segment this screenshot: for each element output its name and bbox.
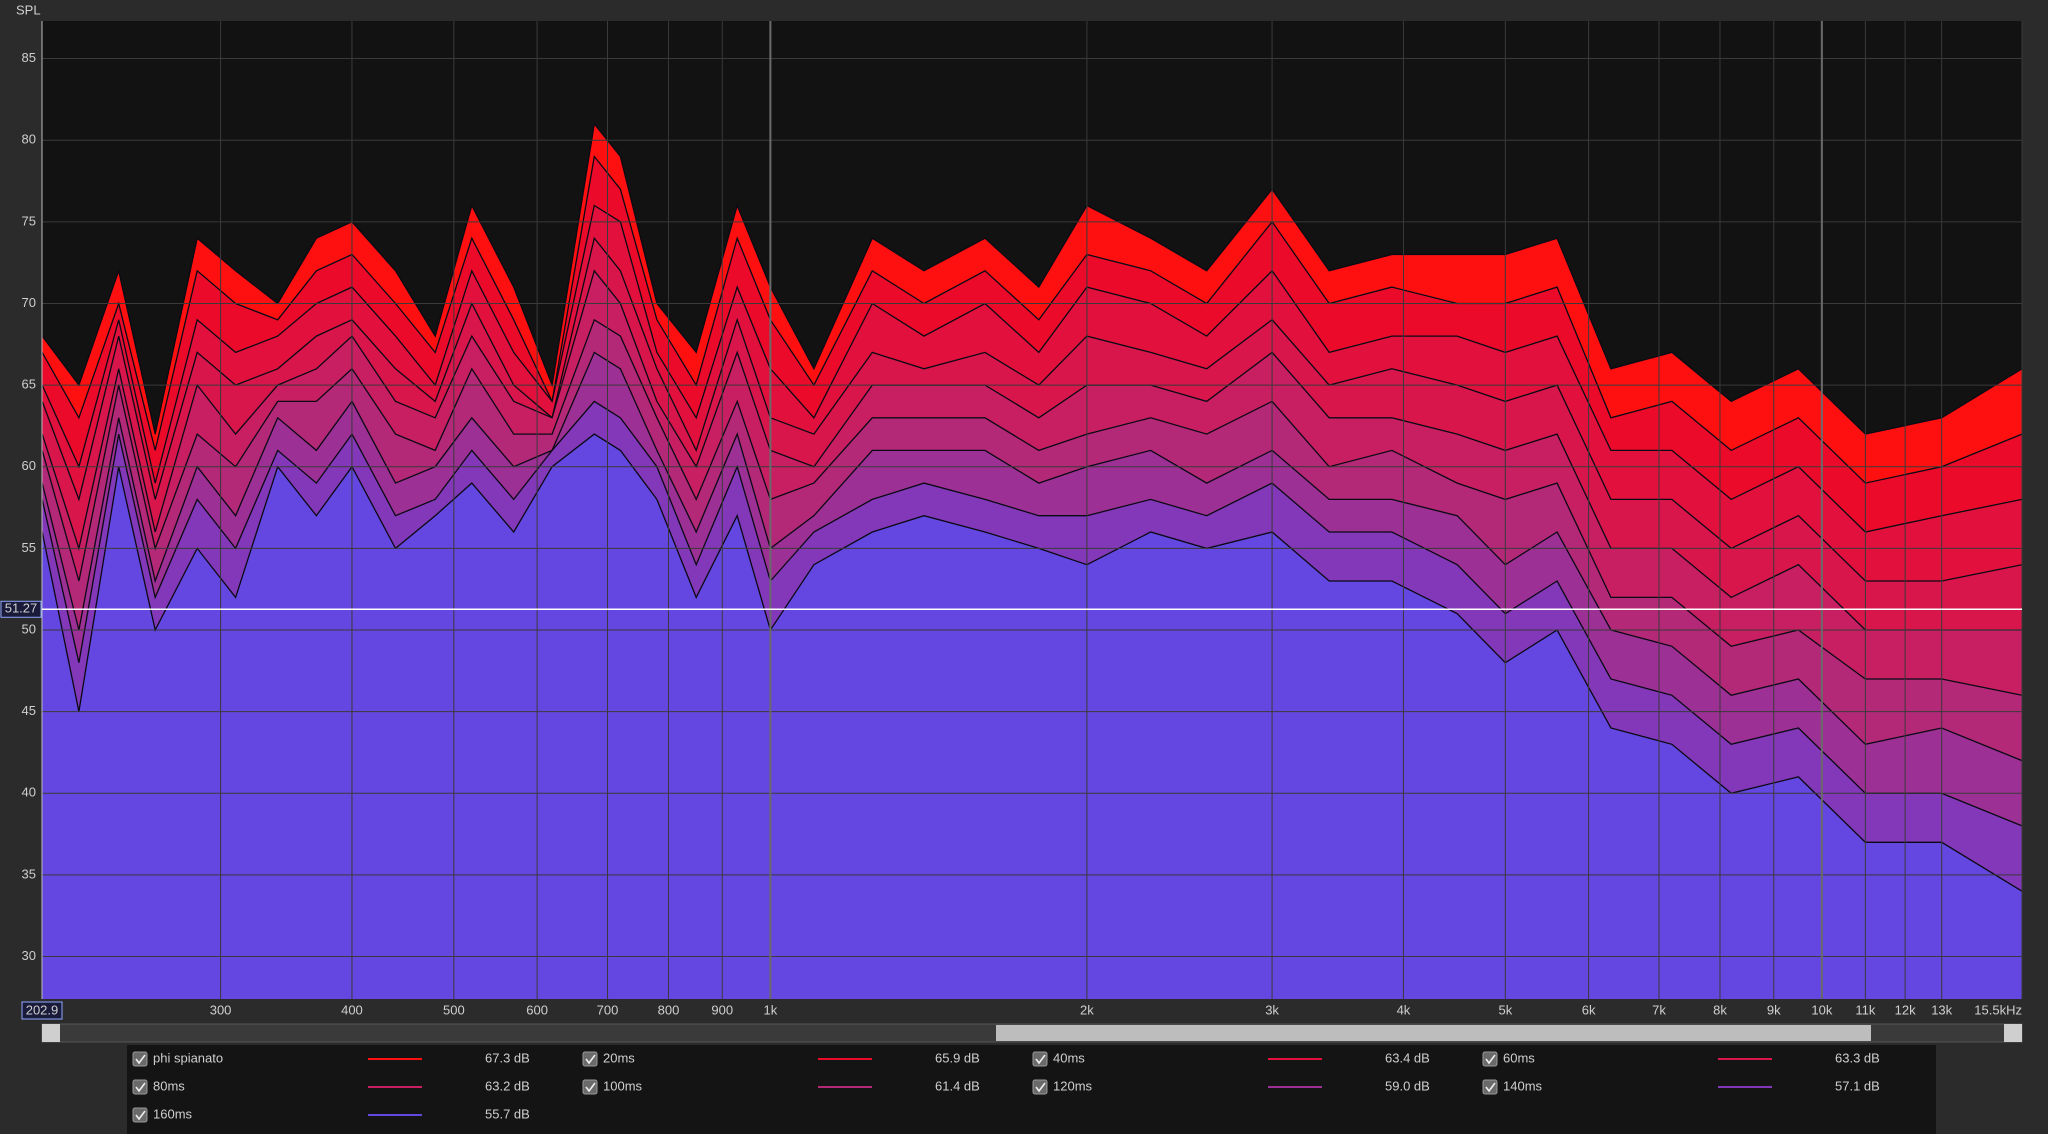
x-tick-label: 900 (711, 1002, 733, 1017)
y-tick-label: 65 (22, 377, 36, 392)
legend-name: 80ms (153, 1078, 185, 1093)
legend-checkbox[interactable] (582, 1051, 598, 1067)
legend-level: 67.3 dB (485, 1050, 530, 1065)
checkmark (1035, 1054, 1046, 1065)
x-tick-label: 10k (1811, 1002, 1832, 1017)
legend-checkbox[interactable] (1482, 1051, 1498, 1067)
x-tick-label: 6k (1582, 1002, 1596, 1017)
cursor-x-box (21, 1001, 63, 1020)
legend-name: 140ms (1503, 1078, 1543, 1093)
y-tick-label: 70 (22, 295, 36, 310)
legend-name: 20ms (603, 1050, 635, 1065)
decay-line (41, 236, 2023, 582)
legend-name: 100ms (603, 1078, 643, 1093)
legend-name: 60ms (1503, 1050, 1535, 1065)
x-tick-label: 9k (1767, 1002, 1781, 1017)
scroll-thumb[interactable] (996, 1025, 1871, 1041)
y-tick-label: 75 (22, 213, 36, 228)
x-tick-label: 11k (1855, 1002, 1875, 1017)
checkmark (585, 1054, 596, 1065)
legend-checkbox[interactable] (132, 1051, 148, 1067)
x-tick-label: 8k (1713, 1002, 1727, 1017)
y-tick-label: 30 (22, 948, 36, 963)
checkmark (135, 1054, 146, 1065)
x-tick-label: 4k (1397, 1002, 1411, 1017)
decay-line (41, 204, 2023, 533)
legend-level: 61.4 dB (935, 1078, 980, 1093)
decay-line (41, 318, 2023, 696)
y-tick-label: 40 (22, 785, 36, 800)
legend-checkbox[interactable] (1032, 1051, 1048, 1067)
scroll-left[interactable] (42, 1024, 60, 1042)
x-tick-label: 5k (1498, 1002, 1512, 1017)
scroll-right[interactable] (2004, 1024, 2022, 1042)
checkmark (1485, 1054, 1496, 1065)
axes: 30 35 40 45 50 55 60 65 70 75 80 85 300 400 500 600 700 8… (0, 21, 2023, 1020)
x-tick-label: 13k (1931, 1002, 1952, 1017)
cursor-y-box (0, 600, 42, 618)
x-tick-label: 600 (526, 1002, 548, 1017)
y-tick-label: 80 (22, 132, 36, 147)
legend-name: 120ms (1053, 1078, 1093, 1093)
legend-panel (127, 1045, 1936, 1134)
y-tick-label: 55 (22, 540, 36, 555)
checkmark (585, 1082, 596, 1093)
legend-level: 63.3 dB (1835, 1050, 1880, 1065)
legend-level: 65.9 dB (935, 1050, 980, 1065)
legend-checkbox[interactable] (132, 1079, 148, 1095)
legend-name: phi spianato (153, 1050, 223, 1065)
legend-checkbox[interactable] (1482, 1079, 1498, 1095)
checkmark (1485, 1082, 1496, 1093)
checkmark (135, 1082, 146, 1093)
y-tick-label: 45 (22, 703, 36, 718)
decay-line (41, 400, 2023, 827)
cursor-x-label: 202.9 (26, 1002, 59, 1017)
y-tick-label: 60 (22, 458, 36, 473)
legend-checkbox[interactable] (582, 1079, 598, 1095)
legend-level: 55.7 dB (485, 1106, 530, 1121)
legend-checkbox[interactable] (1032, 1079, 1048, 1095)
x-tick-label: 7k (1652, 1002, 1666, 1017)
y-tick-label: 85 (22, 50, 36, 65)
cursor-y-label: 51.27 (5, 601, 38, 616)
y-tick-label: 35 (22, 866, 36, 881)
decay-line (41, 351, 2023, 762)
checkmark (1035, 1082, 1046, 1093)
x-tick-label: 3k (1265, 1002, 1279, 1017)
x-tick-label: 15.5kHz (1974, 1002, 2022, 1017)
x-tick-label: 300 (210, 1002, 232, 1017)
y-axis-label: SPL (16, 2, 41, 17)
legend-level: 57.1 dB (1835, 1078, 1880, 1093)
decay-line (41, 433, 2023, 892)
x-tick-label: 1k (764, 1002, 778, 1017)
x-tick-label: 12k (1895, 1002, 1916, 1017)
legend-name: 40ms (1053, 1050, 1085, 1065)
x-tick-label: 500 (443, 1002, 465, 1017)
x-tick-label: 400 (341, 1002, 363, 1017)
y-tick-label: 50 (22, 621, 36, 636)
checkmark (135, 1110, 146, 1121)
legend-name: 160ms (153, 1106, 193, 1121)
legend: phi spianato 67.3 dB 20ms 65.9 dB 40ms 63.4 d… (132, 1050, 1880, 1123)
legend-checkbox[interactable] (132, 1107, 148, 1123)
legend-level: 63.4 dB (1385, 1050, 1430, 1065)
decay-line (41, 122, 2023, 435)
x-tick-label: 800 (658, 1002, 680, 1017)
x-tick-label: 2k (1080, 1002, 1094, 1017)
x-tick-label: 700 (597, 1002, 619, 1017)
legend-level: 59.0 dB (1385, 1078, 1430, 1093)
legend-level: 63.2 dB (485, 1078, 530, 1093)
